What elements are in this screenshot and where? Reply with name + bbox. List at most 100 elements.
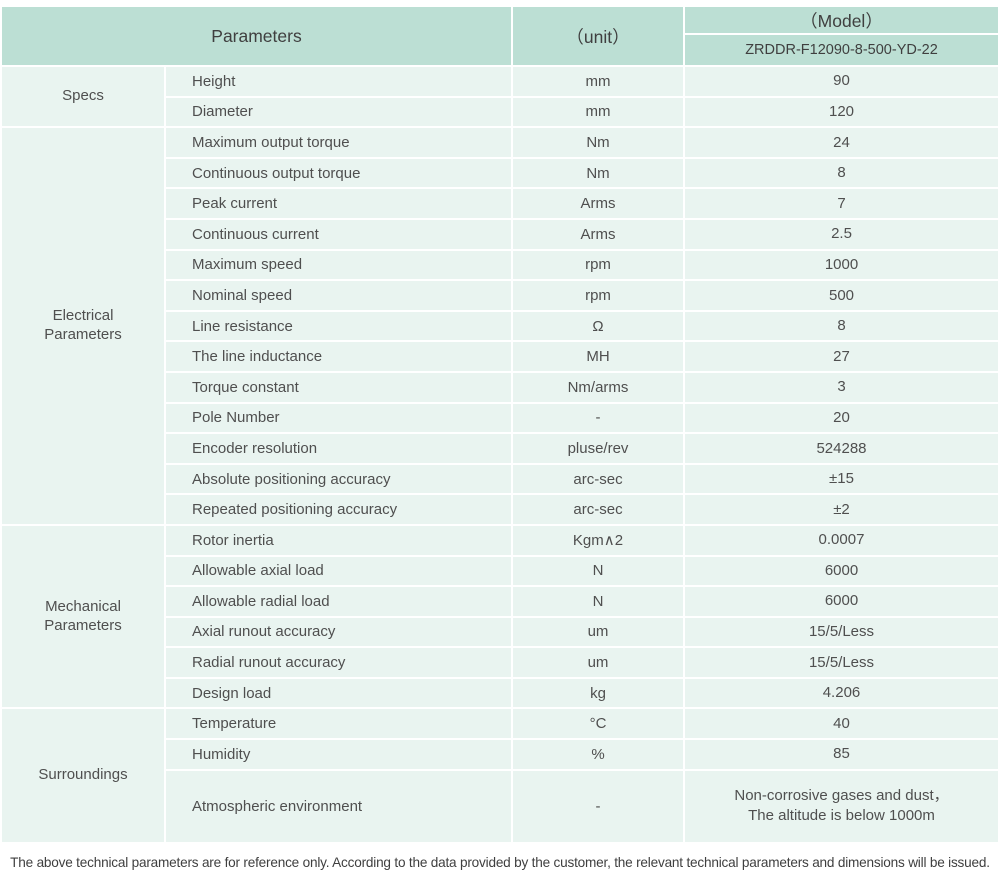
unit-cell: Nm/arms [513,372,685,402]
group-label-specs: Specs [2,67,166,127]
group-label-surroundings: Surroundings [2,709,166,842]
table-row: Absolute positioning accuracy arc-sec ±1… [166,464,998,496]
value-cell: 120 [685,97,998,127]
table-row: Continuous output torque Nm 8 [166,158,998,190]
section-rows: Rotor inertia Kgm∧2 0.0007 Allowable axi… [166,525,998,708]
param-cell: Maximum speed [166,250,513,280]
value-cell: 4.206 [685,678,998,708]
table-row: The line inductance MH 27 [166,342,998,373]
value-cell: 6000 [685,587,998,616]
section-rows: Height mm 90 Diameter mm 120 [166,67,998,127]
table-row: Allowable axial load N 6000 [166,556,998,588]
value-cell: 0.0007 [685,525,998,555]
table-row: Encoder resolution pluse/rev 524288 [166,434,998,465]
unit-cell: Nm [513,128,685,157]
unit-cell: Arms [513,219,685,249]
param-cell: Continuous current [166,219,513,249]
table-row: Pole Number - 20 [166,403,998,435]
table-row: Rotor inertia Kgm∧2 0.0007 [166,525,998,557]
value-cell: ±15 [685,464,998,494]
section-rows: Maximum output torque Nm 24 Continuous o… [166,128,998,524]
header-model-label: （Model） [685,7,998,35]
group-label-text: Surroundings [38,766,128,784]
unit-cell: arc-sec [513,464,685,494]
group-label-electrical: Electrical Parameters [2,128,166,524]
value-cell: 15/5/Less [685,617,998,647]
param-cell: Pole Number [166,403,513,433]
footnote: The above technical parameters are for r… [10,854,990,870]
header-model-group: （Model） ZRDDR-F12090-8-500-YD-22 [685,7,998,65]
param-cell: Design load [166,678,513,708]
param-cell: Encoder resolution [166,434,513,463]
section-surroundings: Surroundings Temperature °C 40 Humidity … [2,709,998,844]
unit-cell: N [513,587,685,616]
section-mechanical: Mechanical Parameters Rotor inertia Kgm∧… [2,525,998,710]
table-row: Axial runout accuracy um 15/5/Less [166,617,998,649]
value-cell: 8 [685,311,998,341]
unit-cell: % [513,740,685,769]
unit-cell: um [513,648,685,677]
param-cell: Temperature [166,709,513,739]
param-cell: Line resistance [166,311,513,341]
table-row: Continuous current Arms 2.5 [166,219,998,251]
unit-cell: MH [513,342,685,371]
spec-table: Parameters （unit） （Model） ZRDDR-F12090-8… [2,7,998,844]
param-cell: Rotor inertia [166,525,513,555]
section-specs: Specs Height mm 90 Diameter mm 120 [2,67,998,129]
param-cell: The line inductance [166,342,513,371]
param-cell: Continuous output torque [166,158,513,188]
value-cell: 6000 [685,556,998,586]
unit-cell: N [513,556,685,586]
table-row: Line resistance Ω 8 [166,311,998,343]
table-row: Allowable radial load N 6000 [166,587,998,618]
param-cell: Repeated positioning accuracy [166,495,513,524]
header-model-value: ZRDDR-F12090-8-500-YD-22 [685,35,998,65]
unit-cell: Ω [513,311,685,341]
param-cell: Height [166,67,513,96]
value-cell: 2.5 [685,219,998,249]
table-row: Radial runout accuracy um 15/5/Less [166,648,998,679]
param-cell: Humidity [166,740,513,769]
value-cell: 1000 [685,250,998,280]
unit-cell: kg [513,678,685,708]
unit-cell: Nm [513,158,685,188]
unit-cell: °C [513,709,685,739]
value-cell: 8 [685,158,998,188]
section-electrical: Electrical Parameters Maximum output tor… [2,128,998,526]
group-label-text: Mechanical Parameters [44,597,122,634]
unit-cell: - [513,770,685,842]
group-label-mechanical: Mechanical Parameters [2,525,166,708]
table-row: Repeated positioning accuracy arc-sec ±2 [166,495,998,524]
header-parameters: Parameters [2,7,513,65]
value-cell: 90 [685,67,998,96]
param-cell: Axial runout accuracy [166,617,513,647]
value-cell: 15/5/Less [685,648,998,677]
param-cell: Absolute positioning accuracy [166,464,513,494]
unit-cell: mm [513,97,685,127]
value-cell: 24 [685,128,998,157]
unit-cell: mm [513,67,685,96]
table-row: Nominal speed rpm 500 [166,281,998,312]
value-cell: 27 [685,342,998,371]
table-header: Parameters （unit） （Model） ZRDDR-F12090-8… [2,7,998,65]
table-row: Diameter mm 120 [166,97,998,127]
table-row: Temperature °C 40 [166,709,998,741]
value-cell: 500 [685,281,998,310]
table-row: Peak current Arms 7 [166,189,998,220]
param-cell: Peak current [166,189,513,218]
param-cell: Torque constant [166,372,513,402]
value-cell: 40 [685,709,998,739]
table-row: Atmospheric environment - Non-corrosive … [166,770,998,842]
param-cell: Diameter [166,97,513,127]
value-cell: Non-corrosive gases and dust， The altitu… [685,770,998,842]
value-cell: 85 [685,740,998,769]
value-cell: ±2 [685,495,998,524]
value-cell: 524288 [685,434,998,463]
value-cell: 3 [685,372,998,402]
section-rows: Temperature °C 40 Humidity % 85 Atmosphe… [166,709,998,842]
group-label-text: Electrical Parameters [44,307,122,344]
group-label-text: Specs [62,87,104,105]
param-cell: Radial runout accuracy [166,648,513,677]
table-row: Torque constant Nm/arms 3 [166,372,998,404]
value-cell: 20 [685,403,998,433]
